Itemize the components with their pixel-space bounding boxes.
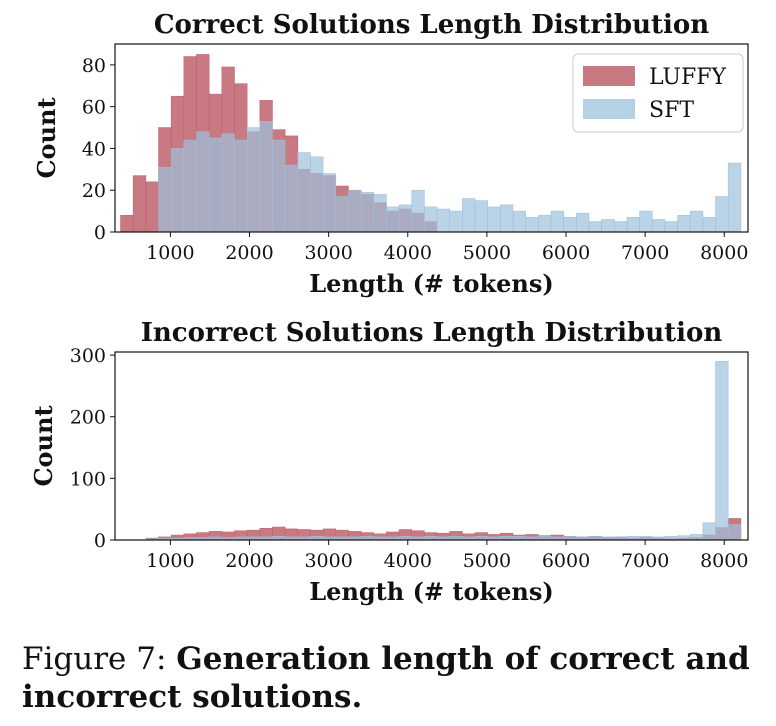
correct-x-tick-label: 5000 bbox=[463, 242, 511, 264]
correct-y-tick-label: 0 bbox=[94, 222, 106, 244]
correct-sft-bar bbox=[727, 162, 742, 233]
correct-sft-bar bbox=[348, 189, 362, 233]
incorrect-sft-bar bbox=[689, 534, 704, 541]
correct-sft-bar bbox=[626, 217, 640, 233]
correct-sft-bar bbox=[474, 200, 488, 233]
correct-luffy-bar bbox=[120, 214, 134, 233]
incorrect-x-tick-label: 7000 bbox=[621, 550, 669, 572]
incorrect-x-tick-label: 6000 bbox=[542, 550, 590, 572]
correct-luffy-bar bbox=[132, 175, 147, 233]
correct-sft-bar bbox=[335, 196, 349, 233]
legend-swatch-luffy bbox=[583, 66, 635, 86]
correct-x-tick-label: 1000 bbox=[146, 242, 194, 264]
correct-sft-bar bbox=[500, 204, 514, 233]
correct-sft-bar bbox=[373, 194, 387, 233]
correct-sft-bar bbox=[639, 210, 653, 233]
incorrect-sft-bar bbox=[715, 360, 729, 541]
correct-y-tick-label: 80 bbox=[82, 55, 106, 77]
correct-y-tick-label: 60 bbox=[82, 97, 106, 119]
correct-plot-frame bbox=[114, 43, 749, 233]
caption-text: Generation length of correct and incorre… bbox=[22, 641, 750, 715]
correct-sft-bar bbox=[525, 217, 539, 233]
correct-x-tick-label: 6000 bbox=[542, 242, 590, 264]
incorrect-x-axis-label: Length (# tokens) bbox=[309, 577, 553, 606]
caption-label: Figure 7: bbox=[22, 641, 167, 677]
correct-sft-bar bbox=[436, 208, 451, 233]
correct-sft-bar bbox=[613, 221, 628, 233]
incorrect-sft-bar bbox=[702, 522, 716, 541]
incorrect-x-tick-label: 8000 bbox=[700, 550, 748, 572]
correct-sft-bar bbox=[196, 131, 210, 233]
correct-sft-bar bbox=[575, 212, 590, 233]
correct-sft-bar bbox=[702, 217, 716, 233]
correct-sft-bar bbox=[234, 139, 248, 233]
correct-sft-bar bbox=[424, 206, 438, 233]
correct-sft-bar bbox=[563, 217, 577, 233]
legend-label-sft: SFT bbox=[649, 98, 694, 123]
legend-label-luffy: LUFFY bbox=[649, 65, 726, 90]
correct-sft-bar bbox=[170, 148, 185, 233]
correct-sft-bar bbox=[322, 173, 337, 233]
correct-sft-bar bbox=[297, 152, 311, 233]
incorrect-x-tick-label: 2000 bbox=[225, 550, 273, 572]
incorrect-chart-title: Incorrect Solutions Length Distribution bbox=[141, 318, 723, 348]
correct-y-tick-label: 20 bbox=[82, 180, 106, 202]
correct-sft-bar bbox=[158, 166, 172, 233]
incorrect-x-tick-label: 5000 bbox=[463, 550, 511, 572]
correct-sft-bar bbox=[550, 210, 564, 233]
incorrect-y-tick-label: 100 bbox=[70, 468, 106, 490]
correct-luffy-bar bbox=[145, 181, 159, 233]
incorrect-x-tick-label: 3000 bbox=[304, 550, 352, 572]
figure-canvas: 1000 2000 3000 4000 5000 6000 7000 800002040608… bbox=[29, 10, 749, 606]
correct-sft-bar bbox=[284, 164, 299, 233]
incorrect-y-tick-label: 300 bbox=[70, 345, 106, 367]
correct-x-tick-label: 7000 bbox=[621, 242, 669, 264]
correct-sft-bar bbox=[208, 137, 223, 233]
correct-sft-bar bbox=[183, 139, 197, 233]
correct-sft-bar bbox=[664, 221, 678, 233]
incorrect-y-tick-label: 200 bbox=[70, 407, 106, 429]
incorrect-sft-bar bbox=[677, 535, 691, 541]
correct-sft-bar bbox=[715, 196, 729, 233]
legend-swatch-sft bbox=[583, 99, 635, 119]
correct-sft-bar bbox=[411, 189, 425, 233]
correct-x-tick-label: 4000 bbox=[384, 242, 432, 264]
correct-sft-bar bbox=[462, 198, 476, 233]
correct-sft-bar bbox=[677, 214, 691, 233]
correct-sft-bar bbox=[588, 221, 602, 233]
correct-sft-bar bbox=[246, 127, 261, 233]
incorrect-y-axis-label: Count bbox=[29, 405, 58, 486]
correct-sft-bar bbox=[487, 206, 501, 233]
correct-sft-bar bbox=[221, 133, 235, 233]
correct-sft-bar bbox=[360, 192, 375, 233]
incorrect-sft-bar bbox=[727, 524, 742, 541]
correct-y-tick-label: 40 bbox=[82, 138, 106, 160]
correct-sft-bar bbox=[449, 210, 463, 233]
correct-x-tick-label: 2000 bbox=[225, 242, 273, 264]
correct-y-axis-label: Count bbox=[32, 97, 61, 178]
correct-sft-bar bbox=[689, 210, 704, 233]
correct-sft-bar bbox=[398, 204, 413, 233]
correct-sft-bar bbox=[272, 139, 286, 233]
correct-sft-bar bbox=[310, 156, 324, 233]
correct-chart-title: Correct Solutions Length Distribution bbox=[154, 10, 709, 40]
correct-x-axis-label: Length (# tokens) bbox=[309, 269, 553, 298]
incorrect-x-tick-label: 4000 bbox=[384, 550, 432, 572]
correct-sft-bar bbox=[538, 214, 552, 233]
correct-x-tick-label: 3000 bbox=[304, 242, 352, 264]
incorrect-x-tick-label: 1000 bbox=[146, 550, 194, 572]
correct-sft-bar bbox=[651, 219, 666, 233]
incorrect-y-tick-label: 0 bbox=[94, 530, 106, 552]
correct-sft-bar bbox=[512, 210, 526, 233]
figure-caption: Figure 7: Generation length of correct a… bbox=[22, 640, 762, 716]
correct-sft-bar bbox=[386, 206, 400, 233]
correct-sft-bar bbox=[259, 120, 273, 233]
correct-sft-bar bbox=[601, 219, 615, 233]
correct-x-tick-label: 8000 bbox=[700, 242, 748, 264]
incorrect-plot-frame bbox=[114, 351, 749, 541]
